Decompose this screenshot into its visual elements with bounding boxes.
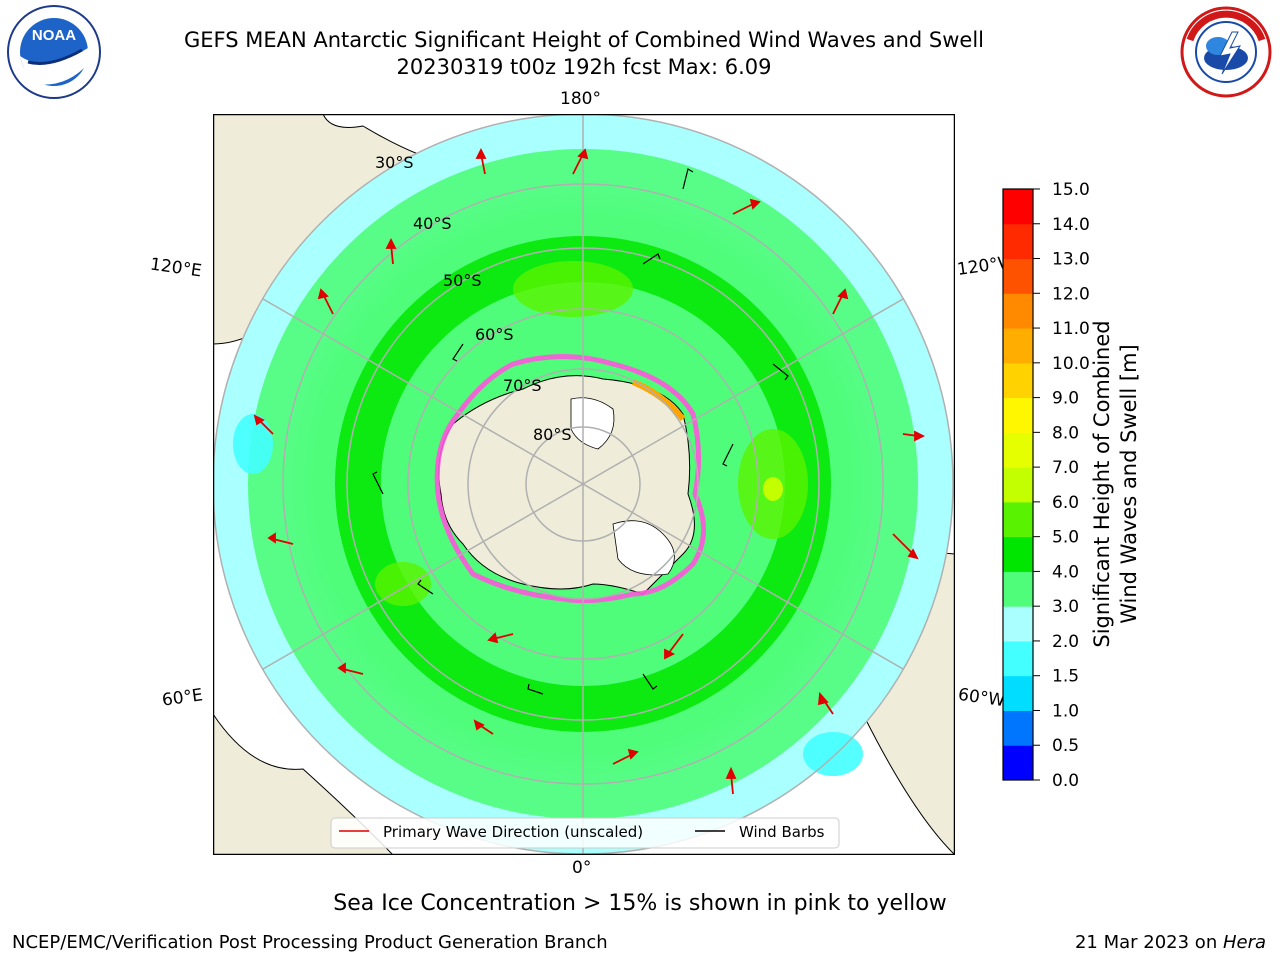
map-legend — [330, 817, 840, 849]
colorbar-tick-label: 13.0 — [1052, 250, 1090, 270]
colorbar-segment — [1003, 293, 1033, 329]
lat-label-30: 30°S — [375, 153, 414, 172]
colorbar-tick-label: 6.0 — [1052, 493, 1079, 513]
lat-label-40: 40°S — [413, 214, 452, 233]
wave-direction-arrows — [253, 147, 926, 795]
colorbar-segments — [1003, 189, 1033, 781]
colorbar-segment — [1003, 571, 1033, 607]
chart-subtitle: 20230319 t00z 192h fcst Max: 6.09 — [396, 55, 772, 79]
colorbar-tick-label: 10.0 — [1052, 354, 1090, 374]
sea-ice-note: Sea Ice Concentration > 15% is shown in … — [333, 891, 947, 916]
colorbar-segment — [1003, 362, 1033, 399]
colorbar-segment — [1003, 397, 1033, 433]
lon-label-top: 180° — [560, 89, 601, 109]
chart-title: GEFS MEAN Antarctic Significant Height o… — [183, 28, 985, 52]
colorbar-tick-label: 15.0 — [1052, 180, 1090, 200]
colorbar-tick-label: 1.5 — [1052, 667, 1079, 687]
colorbar-segment — [1003, 189, 1033, 225]
nws-logo — [1180, 6, 1272, 98]
lat-label-60: 60°S — [475, 325, 514, 344]
footer-date: 21 Mar 2023 on Hera — [1075, 932, 1266, 953]
wind-barbs — [372, 168, 789, 695]
colorbar-segment — [1003, 467, 1033, 503]
colorbar-tick-label: 12.0 — [1052, 284, 1090, 304]
sea-ice-edge — [434, 354, 706, 604]
colorbar-segment — [1003, 675, 1033, 711]
ice-weddell — [612, 520, 675, 576]
colorbar-tick-label: 5.0 — [1052, 528, 1079, 548]
colorbar-tick-label: 0.0 — [1052, 771, 1079, 790]
lat-label-80: 80°S — [533, 425, 572, 444]
colorbar-tick-label: 14.0 — [1052, 215, 1090, 235]
footer-date-text: 21 Mar 2023 on — [1074, 932, 1223, 953]
colorbar-tick-label: 3.0 — [1052, 597, 1079, 617]
colorbar-tick-label: 11.0 — [1052, 319, 1090, 339]
colorbar-segment — [1003, 223, 1033, 260]
lat-label-50: 50°S — [443, 271, 482, 290]
colorbar-segment — [1003, 501, 1033, 538]
colorbar-tick-label: 4.0 — [1052, 562, 1079, 582]
lon-label-upper-left: 120°E — [148, 254, 203, 282]
lat-label-70: 70°S — [503, 376, 542, 395]
lon-label-bottom: 0° — [572, 858, 592, 878]
colorbar-label-line1: Significant Height of Combined — [1090, 320, 1114, 648]
colorbar-segment — [1003, 258, 1033, 294]
legend-wind-barbs: Wind Barbs — [739, 823, 825, 841]
colorbar-tick-label: 1.0 — [1052, 701, 1079, 721]
footer-credit: NCEP/EMC/Verification Post Processing Pr… — [12, 932, 608, 953]
colorbar-segment — [1003, 710, 1033, 746]
legend-wave-dir: Primary Wave Direction (unscaled) — [383, 823, 643, 841]
colorbar-segment — [1003, 328, 1033, 364]
colorbar-tick-label: 7.0 — [1052, 458, 1079, 478]
colorbar-tick-label: 8.0 — [1052, 423, 1079, 443]
colorbar-label-line2: Wind Waves and Swell [m] — [1117, 344, 1141, 624]
colorbar-tick-label: 9.0 — [1052, 389, 1079, 409]
lon-label-lower-right: 60°W — [956, 684, 1007, 712]
noaa-logo: NOAA — [7, 5, 101, 99]
colorbar-segment — [1003, 745, 1033, 781]
colorbar-ticks: 0.0 0.5 1.0 1.5 2.0 3.0 4.0 5.0 6.0 7.0 8.0 9.0 10.0… — [1033, 180, 1090, 790]
polar-map: 30°S 40°S 50°S 60°S 70°S 80°S Primary Wa… — [213, 114, 955, 855]
lon-label-lower-left: 60°E — [160, 685, 205, 711]
colorbar-segment — [1003, 606, 1033, 642]
colorbar-tick-label: 2.0 — [1052, 632, 1079, 652]
noaa-logo-text: NOAA — [32, 27, 76, 44]
colorbar-segment — [1003, 432, 1033, 468]
colorbar-segment — [1003, 536, 1033, 572]
colorbar-tick-label: 0.5 — [1052, 736, 1079, 756]
colorbar: 0.0 0.5 1.0 1.5 2.0 3.0 4.0 5.0 6.0 7.0 8.0 9.0 10.0… — [1002, 180, 1090, 790]
colorbar-segment — [1003, 640, 1033, 677]
footer-host: Hera — [1222, 932, 1266, 953]
